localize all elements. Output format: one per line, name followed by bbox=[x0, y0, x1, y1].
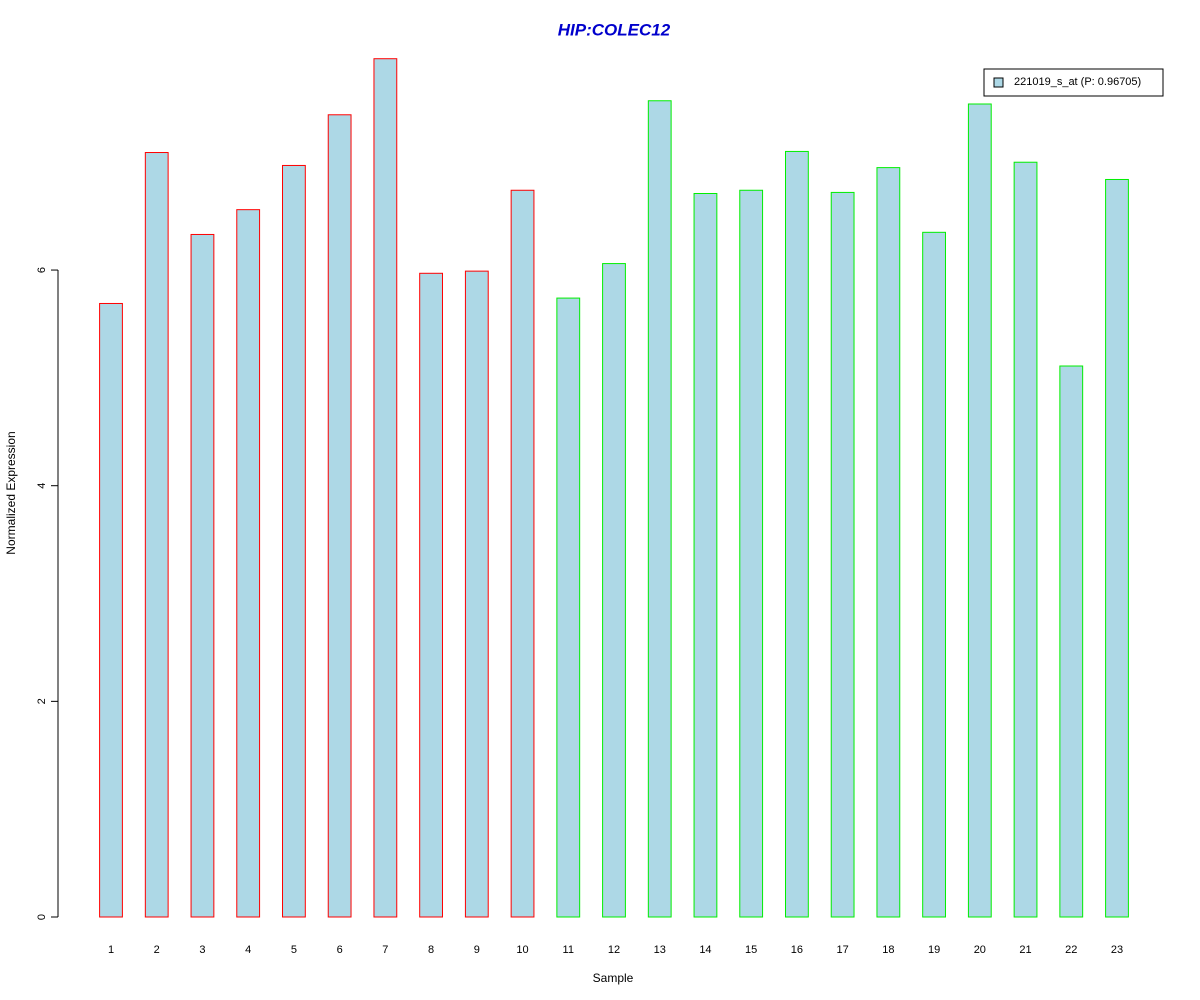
bar bbox=[602, 263, 626, 918]
bar bbox=[190, 233, 215, 918]
bar bbox=[967, 103, 992, 918]
bar bbox=[373, 58, 398, 918]
bar bbox=[785, 150, 809, 918]
x-tick-label: 13 bbox=[654, 944, 666, 956]
bar bbox=[647, 100, 672, 918]
bar bbox=[99, 302, 123, 918]
bar bbox=[556, 297, 581, 918]
x-tick-label: 1 bbox=[108, 944, 114, 956]
x-axis-label: Sample bbox=[593, 971, 634, 985]
x-tick-label: 12 bbox=[608, 944, 620, 956]
x-tick-label: 19 bbox=[928, 944, 940, 956]
bar bbox=[144, 152, 169, 918]
legend-label: 221019_s_at (P: 0.96705) bbox=[1014, 76, 1141, 88]
x-tick-label: 7 bbox=[382, 944, 388, 956]
bar bbox=[1059, 365, 1084, 918]
x-tick-label: 22 bbox=[1065, 944, 1077, 956]
chart-title: HIP:COLEC12 bbox=[558, 20, 671, 39]
x-tick-label: 6 bbox=[337, 944, 343, 956]
bar bbox=[282, 164, 306, 918]
bar bbox=[739, 189, 764, 918]
x-tick-label: 23 bbox=[1111, 944, 1123, 956]
x-tick-label: 3 bbox=[199, 944, 205, 956]
x-tick-label: 20 bbox=[974, 944, 986, 956]
legend-box bbox=[983, 68, 1164, 97]
y-axis-label: Normalized Expression bbox=[4, 431, 18, 554]
x-tick-label: 18 bbox=[882, 944, 894, 956]
bar bbox=[830, 191, 855, 918]
bar bbox=[327, 114, 352, 918]
y-tick-label: 2 bbox=[36, 698, 48, 704]
x-tick-label: 2 bbox=[154, 944, 160, 956]
x-tick-label: 8 bbox=[428, 944, 434, 956]
x-tick-label: 17 bbox=[837, 944, 849, 956]
x-tick-label: 16 bbox=[791, 944, 803, 956]
bar bbox=[1105, 178, 1129, 918]
bar bbox=[922, 231, 946, 918]
x-tick-label: 15 bbox=[745, 944, 757, 956]
x-tick-label: 14 bbox=[699, 944, 711, 956]
x-tick-label: 9 bbox=[474, 944, 480, 956]
y-tick-label: 6 bbox=[36, 267, 48, 273]
legend-swatch bbox=[993, 77, 1004, 88]
bar bbox=[1013, 161, 1038, 918]
x-tick-label: 11 bbox=[563, 944, 574, 956]
x-tick-label: 5 bbox=[291, 944, 297, 956]
y-tick-label: 4 bbox=[36, 483, 48, 489]
bar bbox=[693, 192, 718, 918]
bar bbox=[510, 189, 535, 918]
x-tick-label: 10 bbox=[516, 944, 528, 956]
bar bbox=[464, 270, 489, 918]
x-tick-label: 21 bbox=[1019, 944, 1031, 956]
bar bbox=[419, 272, 443, 918]
bar bbox=[876, 167, 901, 918]
bar bbox=[236, 209, 261, 918]
y-tick-label: 0 bbox=[36, 914, 48, 920]
x-tick-label: 4 bbox=[245, 944, 251, 956]
